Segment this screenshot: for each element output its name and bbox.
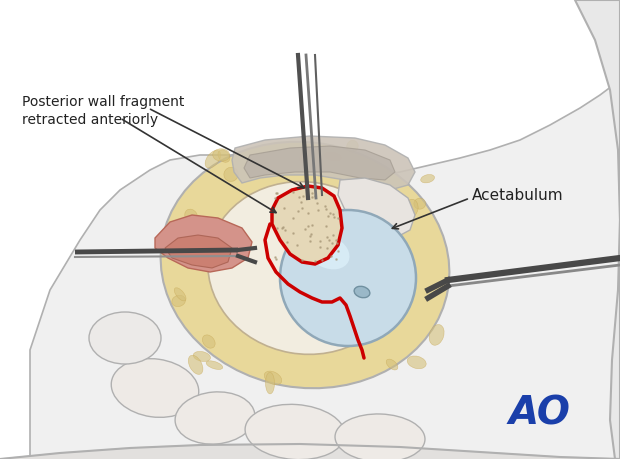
Polygon shape [338,178,415,238]
Ellipse shape [306,235,350,269]
Ellipse shape [208,182,402,354]
Ellipse shape [354,286,370,298]
Ellipse shape [347,140,358,152]
Polygon shape [30,80,620,459]
Ellipse shape [111,358,199,417]
Ellipse shape [188,355,203,375]
Polygon shape [244,146,395,180]
Ellipse shape [324,152,342,161]
Ellipse shape [205,151,221,168]
Ellipse shape [202,335,215,348]
Ellipse shape [175,392,255,444]
Ellipse shape [299,144,312,163]
Ellipse shape [213,149,230,161]
Ellipse shape [335,414,425,459]
Text: Acetabulum: Acetabulum [472,187,564,202]
Ellipse shape [224,167,238,181]
Ellipse shape [414,198,426,209]
Ellipse shape [264,371,281,385]
Polygon shape [232,136,415,190]
Polygon shape [155,215,252,272]
Ellipse shape [386,359,398,370]
Polygon shape [575,0,620,459]
Ellipse shape [174,288,186,301]
Ellipse shape [407,356,426,369]
Ellipse shape [218,150,230,162]
Polygon shape [165,235,232,268]
Ellipse shape [429,325,444,345]
Ellipse shape [185,209,198,223]
Ellipse shape [265,372,275,394]
Ellipse shape [421,174,435,183]
Ellipse shape [206,361,223,369]
Ellipse shape [404,199,418,217]
Text: AO: AO [508,394,570,432]
Ellipse shape [161,142,450,388]
Ellipse shape [245,404,345,459]
Ellipse shape [172,295,185,307]
Ellipse shape [193,352,210,362]
Polygon shape [272,186,342,264]
Circle shape [280,210,416,346]
Ellipse shape [89,312,161,364]
Text: Posterior wall fragment
retracted anteriorly: Posterior wall fragment retracted anteri… [22,95,184,128]
